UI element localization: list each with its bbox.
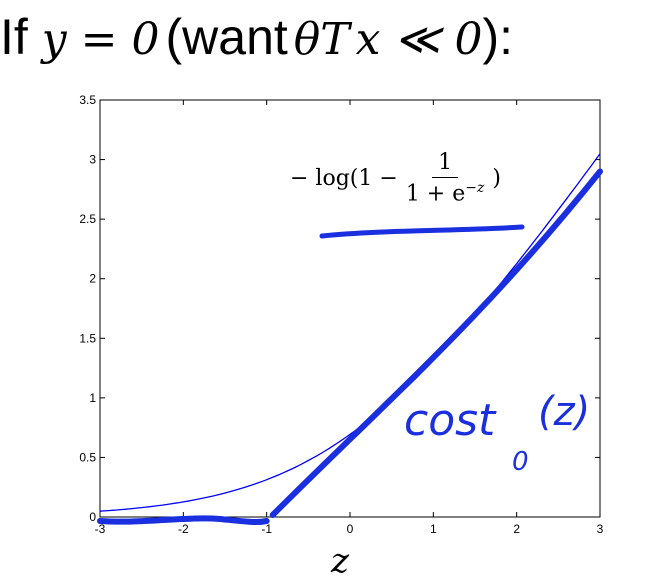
y-tick-label: 1.5 [79,331,96,345]
heading-theta: θ [293,14,321,65]
x-tick-label: -1 [261,522,272,536]
heading-paren-open: (want [165,9,288,65]
cost0-annotation-text: cost [404,395,497,446]
formula-denominator-base: 1 + e [405,181,466,207]
x-tick-label: 2 [513,522,520,536]
heading-relation: x ≪ 0 [355,14,483,65]
formula-tail: ) [492,165,501,191]
x-tick-label: -2 [178,522,189,536]
cost0-flat-segment [97,515,270,526]
y-tick-label: 1 [89,391,96,405]
x-tick-label: -3 [95,522,106,536]
cost0-annotation-argument: (z) [538,389,590,435]
logistic-cost-curve [99,153,601,512]
hand-drawn-annotations: cost 0 (z) [97,168,603,526]
formula-fraction: 1 1 + e−z [400,150,491,206]
y-tick-label: 2 [89,272,96,286]
formula-denominator: 1 + e−z [400,178,491,206]
cost0-ramp-segment [269,168,603,518]
y-tick-label: 0 [89,510,96,524]
heading-prefix: If [0,9,28,65]
x-tick-label: 3 [597,522,604,536]
y-tick-label: 3 [89,153,96,167]
x-tick-label: 1 [430,522,437,536]
x-axis-label: z [330,541,350,580]
heading-paren-close: ): [482,9,514,65]
y-tick-label: 3.5 [79,93,96,107]
chart-axes: -3 -2 -1 0 1 2 3 0 0.5 1 1.5 2 2.5 3 3.5 [79,93,603,536]
formula-underline [319,224,525,239]
cost-formula: − log(1 − 1 1 + e−z ) [290,150,501,206]
chart-curves [99,153,601,512]
cost0-annotation-subscript: 0 [512,447,529,477]
formula-numerator: 1 [432,150,459,178]
y-tick-label: 0.5 [79,450,96,464]
y-tick-label: 2.5 [79,212,96,226]
formula-denominator-exp: −z [465,180,485,196]
heading-condition: y = 0 [41,14,160,65]
formula-lead: − log(1 − [290,165,398,191]
x-tick-label: 0 [347,522,354,536]
